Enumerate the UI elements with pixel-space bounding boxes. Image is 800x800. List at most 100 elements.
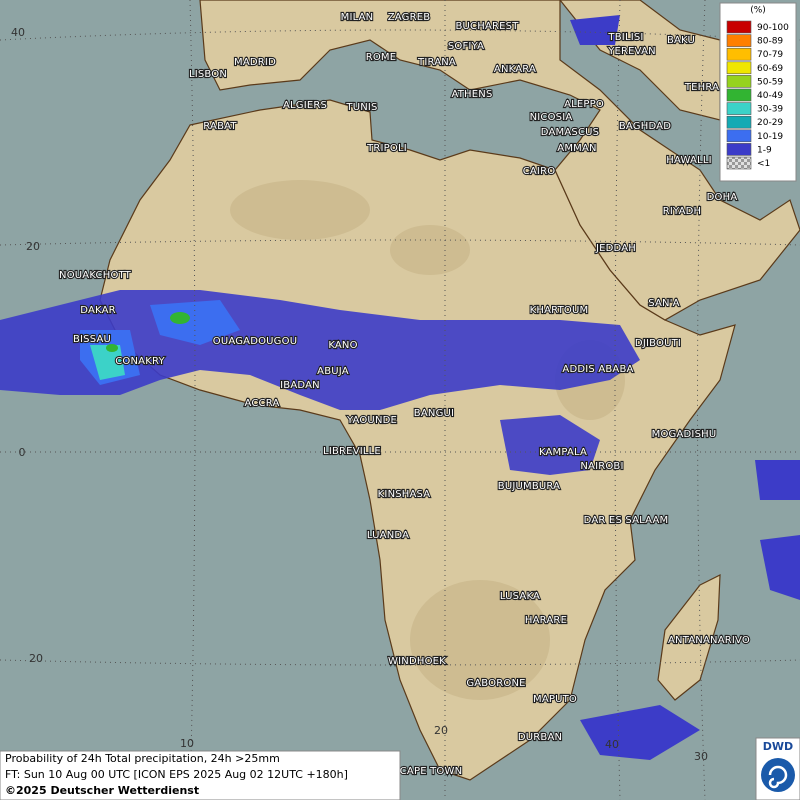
city-label: SOFIYA xyxy=(448,41,484,52)
city-label: ZAGREB xyxy=(388,12,431,23)
legend-swatch xyxy=(726,75,752,88)
cities: MILAN ZAGREB BUCHAREST ROME SOFIYA TIRANA ANKA… xyxy=(58,11,751,778)
city-label: MOGADISHU xyxy=(652,429,717,440)
city-label: ANTANANARIVO xyxy=(668,635,750,646)
city-label: BAGHDAD xyxy=(619,121,671,132)
legend-label: 50-59 xyxy=(757,77,783,87)
grid-labels: 40 20 0 20 10 20 30 40 xyxy=(11,26,708,763)
city-label: JEDDAH xyxy=(595,243,636,254)
grid-label: 20 xyxy=(434,724,448,737)
city-label: ANKARA xyxy=(494,64,536,75)
city-label: DAKAR xyxy=(80,305,116,316)
legend-label: 30-39 xyxy=(757,105,783,115)
city-label: ADDIS ABABA xyxy=(562,364,633,375)
logo-icon xyxy=(761,758,795,792)
legend-label: 60-69 xyxy=(757,64,783,74)
grid-label: 40 xyxy=(11,26,25,39)
city-label: DURBAN xyxy=(518,732,562,743)
legend-label: 90-100 xyxy=(757,23,789,33)
city-label: NICOSIA xyxy=(530,112,573,123)
legend-swatch xyxy=(726,20,752,34)
city-label: YEREVAN xyxy=(607,46,656,57)
city-label: ATHENS xyxy=(451,89,492,100)
city-label: ALGIERS xyxy=(283,100,327,111)
city-label: RIYADH xyxy=(663,206,702,217)
city-label: GABORONE xyxy=(466,678,525,689)
city-label: TIRANA xyxy=(417,57,456,68)
legend-swatch xyxy=(726,102,752,115)
city-label: CAPE TOWN xyxy=(400,766,463,777)
city-label: LUANDA xyxy=(367,530,409,541)
grid-label: 30 xyxy=(694,750,708,763)
city-label: NAIROBI xyxy=(580,461,623,472)
precipitation xyxy=(0,15,800,760)
city-label: DAR ES SALAAM xyxy=(584,515,669,526)
city-label: KANO xyxy=(328,340,357,351)
city-label: MAPUTO xyxy=(533,694,577,705)
legend-swatch xyxy=(726,88,752,102)
grid-label: 20 xyxy=(29,652,43,665)
legend-label: 40-49 xyxy=(757,91,783,101)
logo-swirl xyxy=(768,765,788,789)
legend-label: 1-9 xyxy=(757,145,772,155)
grid-label: 20 xyxy=(26,240,40,253)
legend-label: 20-29 xyxy=(757,118,783,128)
city-label: LUSAKA xyxy=(500,591,540,602)
city-label: KHARTOUM xyxy=(530,305,589,316)
city-label: ACCRA xyxy=(244,398,279,409)
footer-line: Probability of 24h Total precipitation, … xyxy=(5,752,280,765)
legend-swatch xyxy=(726,61,752,75)
city-label: AMMAN xyxy=(557,143,596,154)
legend-label: <1 xyxy=(757,159,770,169)
city-label: DAMASCUS xyxy=(541,127,599,138)
legend-swatch xyxy=(726,34,752,47)
logo-text: DWD xyxy=(763,740,793,753)
city-label: TRIPOLI xyxy=(366,143,407,154)
city-label: IBADAN xyxy=(280,380,320,391)
legend-swatch xyxy=(726,143,752,156)
city-label: OUAGADOUGOU xyxy=(213,336,297,347)
legend-label: 80-89 xyxy=(757,37,783,47)
footer-box xyxy=(0,750,401,800)
city-label: YAOUNDE xyxy=(346,415,397,426)
footer-line: ©2025 Deutscher Wetterdienst xyxy=(5,784,199,797)
legend: (%) 90-100 80-89 70-79 60-69 50-59 40-49 30-39… xyxy=(719,2,797,182)
city-label: ROME xyxy=(366,52,397,63)
city-label: MADRID xyxy=(234,57,276,68)
legend-label: 10-19 xyxy=(757,132,783,142)
city-label: CAIRO xyxy=(523,166,556,177)
legend-swatch xyxy=(726,129,752,143)
city-label: DOHA xyxy=(707,192,738,203)
city-label: ABUJA xyxy=(317,366,349,377)
city-label: TBILISI xyxy=(607,32,643,43)
city-label: ALEPPO xyxy=(564,99,604,110)
city-label: BUCHAREST xyxy=(455,21,519,32)
city-label: CONAKRY xyxy=(115,356,165,367)
grid-label: 40 xyxy=(605,738,619,751)
city-label: BISSAU xyxy=(73,334,111,345)
city-label: SAN'A xyxy=(648,298,679,309)
legend-swatch xyxy=(726,156,752,170)
city-label: BANGUI xyxy=(414,408,454,419)
city-label: LIBREVILLE xyxy=(323,446,381,457)
city-label: MILAN xyxy=(341,12,374,23)
city-label: NOUAKCHOTT xyxy=(59,270,132,281)
legend-unit: (%) xyxy=(750,6,766,16)
city-label: TEHRA xyxy=(684,82,719,93)
grid-label: 0 xyxy=(19,446,26,459)
city-label: KINSHASA xyxy=(378,489,431,500)
city-label: RABAT xyxy=(203,121,237,132)
city-label: WINDHOEK xyxy=(388,656,446,667)
city-label: DJIBOUTI xyxy=(635,338,681,349)
footer-line: FT: Sun 10 Aug 00 UTC [ICON EPS 2025 Aug… xyxy=(5,768,348,781)
legend-swatch xyxy=(726,115,752,129)
city-label: HAWALLI xyxy=(666,155,712,166)
legend-swatch xyxy=(726,47,752,61)
city-label: BUJUMBURA xyxy=(498,481,560,492)
city-label: BAKU xyxy=(667,35,695,46)
city-label: HARARE xyxy=(525,615,567,626)
city-label: TUNIS xyxy=(345,102,377,113)
legend-label: 70-79 xyxy=(757,50,783,60)
